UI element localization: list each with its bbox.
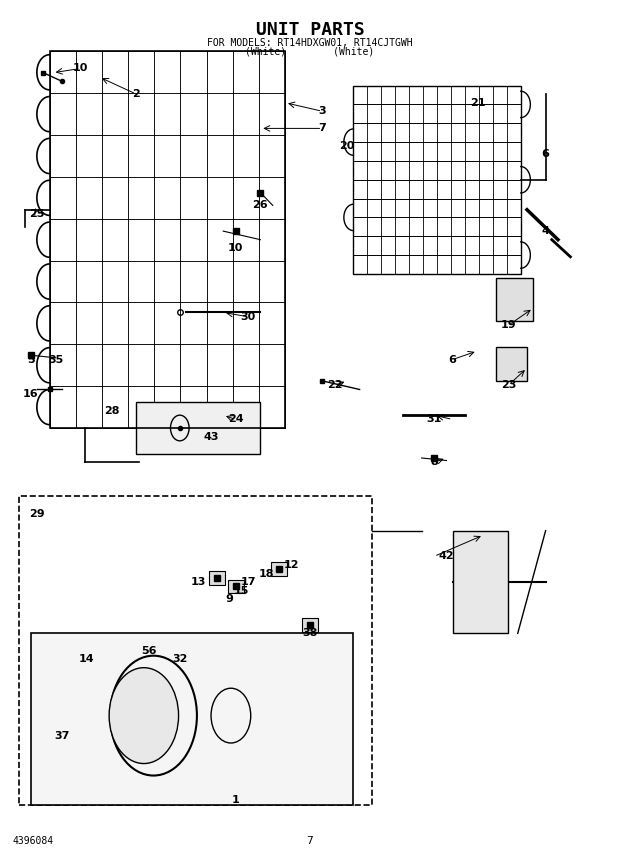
Text: 7: 7	[307, 835, 313, 846]
Text: 4: 4	[542, 226, 549, 236]
Bar	[353, 86, 521, 274]
Text: 4396084: 4396084	[12, 835, 53, 846]
Text: 42: 42	[438, 551, 454, 562]
Text: 21: 21	[470, 98, 485, 108]
Text: 22: 22	[327, 380, 342, 390]
Bar	[209, 571, 225, 585]
Text: 8: 8	[430, 457, 438, 467]
Text: 23: 23	[501, 380, 516, 390]
Text: 10: 10	[228, 243, 243, 253]
Text: 25: 25	[30, 209, 45, 219]
Text: 9: 9	[226, 594, 233, 604]
Text: 37: 37	[55, 731, 69, 741]
Bar	[496, 278, 533, 321]
Text: 19: 19	[500, 320, 516, 330]
Text: 29: 29	[29, 508, 45, 519]
Text: 6: 6	[449, 354, 456, 365]
Text: 12: 12	[283, 560, 299, 570]
Text: 6: 6	[542, 149, 549, 159]
Bar	[50, 51, 285, 428]
Bar	[302, 618, 318, 632]
Text: 32: 32	[172, 654, 187, 664]
Text: 56: 56	[141, 645, 156, 656]
Text: 15: 15	[234, 586, 249, 596]
Text: (White)        (White): (White) (White)	[246, 46, 374, 56]
Bar	[19, 496, 372, 805]
Bar	[271, 562, 287, 576]
Text: 1: 1	[232, 795, 239, 805]
Bar	[50, 51, 285, 428]
Text: 18: 18	[259, 568, 275, 579]
Text: 13: 13	[191, 577, 206, 587]
Text: 14: 14	[79, 654, 95, 664]
Text: 38: 38	[303, 628, 317, 639]
Text: 3: 3	[319, 106, 326, 116]
Text: 10: 10	[73, 63, 88, 74]
Text: 20: 20	[340, 140, 355, 151]
Bar	[453, 531, 508, 633]
Text: FOR MODELS: RT14HDXGW01, RT14CJTGWH: FOR MODELS: RT14HDXGW01, RT14CJTGWH	[207, 38, 413, 48]
Text: 2: 2	[133, 89, 140, 99]
Text: 31: 31	[427, 414, 441, 425]
Text: 28: 28	[104, 406, 119, 416]
Text: 24: 24	[228, 414, 244, 425]
Bar	[31, 633, 353, 805]
Bar	[136, 402, 260, 454]
Text: 30: 30	[241, 312, 255, 322]
Text: 7: 7	[319, 123, 326, 134]
Text: 43: 43	[203, 431, 219, 442]
Text: 17: 17	[241, 577, 255, 587]
Bar	[228, 580, 244, 593]
Bar	[496, 347, 527, 381]
Text: 26: 26	[252, 200, 268, 211]
Text: 5: 5	[27, 354, 35, 365]
Text: 35: 35	[48, 354, 63, 365]
Text: 16: 16	[23, 389, 39, 399]
Circle shape	[109, 668, 179, 764]
Text: UNIT PARTS: UNIT PARTS	[255, 21, 365, 39]
